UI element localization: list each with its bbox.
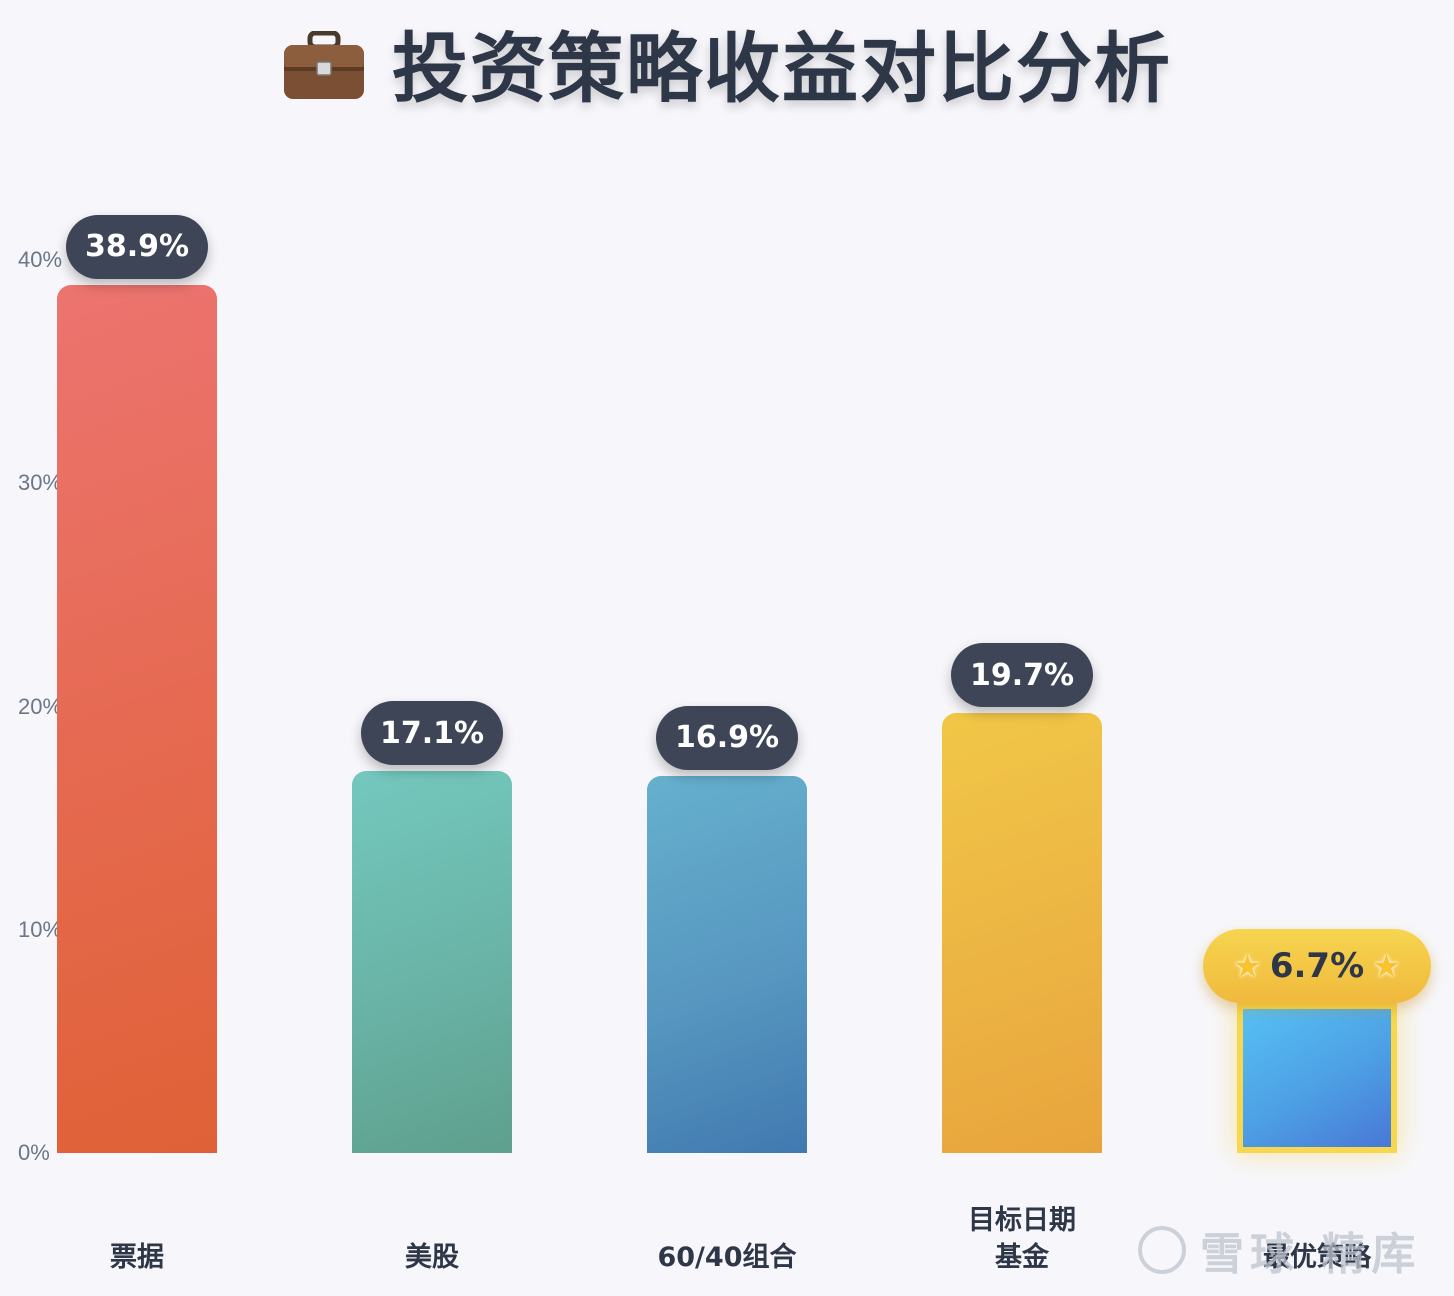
x-tick-label-line: 基金: [995, 1242, 1049, 1273]
y-tick-label: 20%: [18, 693, 63, 719]
data-label: 38.9%: [66, 214, 208, 279]
watermark: 雪球 精库: [1138, 1222, 1421, 1280]
x-tick-label: 票据: [37, 1239, 237, 1276]
data-label: 17.1%: [361, 701, 503, 766]
x-tick-label: 最优策略: [1217, 1239, 1417, 1276]
page-title: 投资策略收益对比分析: [392, 24, 1172, 113]
bar: [352, 771, 512, 1153]
x-tick-label-line: 美股: [405, 1242, 459, 1273]
bar-highlighted: [1237, 1003, 1397, 1153]
y-tick-label: 10%: [18, 916, 63, 942]
x-tick-label-line: 票据: [110, 1242, 164, 1273]
x-tick-label: 美股: [332, 1239, 532, 1276]
x-tick-label: 60/40组合: [627, 1239, 827, 1276]
star-icon: ★: [1233, 947, 1262, 986]
x-tick-label: 目标日期 基金: [922, 1202, 1122, 1276]
briefcase-icon: [284, 31, 364, 99]
y-tick-label: 30%: [18, 470, 63, 496]
watermark-text: 雪球 精库: [1200, 1229, 1422, 1280]
y-tick-label: 0%: [18, 1140, 50, 1165]
star-icon: ★: [1372, 947, 1401, 986]
x-tick-label-line: 目标日期: [968, 1205, 1076, 1236]
data-label: 19.7%: [951, 643, 1093, 708]
bar: [647, 775, 807, 1153]
x-tick-label-line: 60/40组合: [657, 1242, 797, 1273]
x-tick-label-line: 最优策略: [1263, 1242, 1371, 1273]
y-tick-label: 40%: [18, 247, 63, 272]
data-label-text: 6.7%: [1269, 946, 1365, 987]
chart-title-row: 投资策略收益对比分析: [0, 12, 1454, 113]
bar: [942, 713, 1102, 1153]
data-label: ★ 6.7% ★: [1203, 929, 1431, 1004]
bar: [57, 284, 217, 1153]
data-label: 16.9%: [656, 705, 798, 770]
watermark-logo-icon: [1138, 1226, 1186, 1274]
